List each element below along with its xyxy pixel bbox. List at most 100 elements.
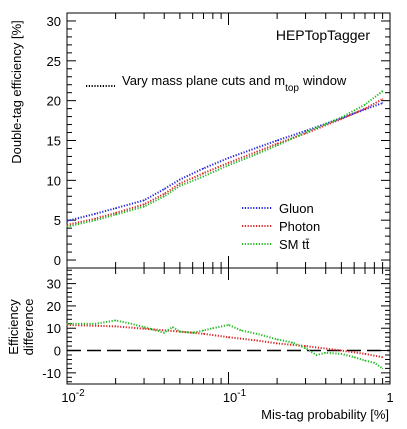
top-point-photon [276, 143, 278, 145]
bottom-y-tick-label: 30 [47, 277, 61, 292]
top-point-sm-tt [202, 175, 205, 177]
legend: Gluon Photon SM tt̄ [242, 201, 320, 252]
top-point-gluon [305, 130, 307, 132]
bottom-point-sm-tt [353, 356, 355, 358]
bottom-series-sm-tt [67, 319, 384, 370]
top-point-gluon [143, 199, 145, 201]
top-point-sm-tt [66, 226, 68, 228]
top-point-sm-tt [276, 144, 278, 146]
top-series-photon [66, 98, 384, 226]
top-y-tick-label: 10 [47, 173, 61, 188]
bottom-point-sm-tt [171, 326, 174, 328]
bottom-series-group [66, 319, 384, 370]
x-tick-label: 10-2 [61, 388, 85, 405]
top-point-gluon [382, 102, 384, 104]
top-y-tick-label: 20 [47, 94, 61, 109]
x-tick-label: 10-1 [223, 388, 247, 405]
top-point-gluon [227, 157, 230, 159]
top-point-sm-tt [340, 116, 342, 118]
bottom-point-sm-tt [115, 319, 117, 321]
bottom-point-sm-tt [240, 329, 242, 332]
bottom-x-axis: 10-2 10-1 1 [61, 268, 394, 405]
top-point-photon [364, 108, 366, 110]
top-y-tick-label: 5 [54, 213, 61, 228]
bottom-point-sm-tt [364, 360, 366, 362]
bottom-point-sm-tt [373, 362, 375, 364]
annotation-main: Vary mass plane cuts and m [122, 73, 285, 88]
bottom-point-sm-tt [94, 323, 96, 325]
top-point-gluon [276, 139, 278, 142]
bottom-point-sm-tt [66, 323, 68, 325]
bottom-point-sm-tt [305, 347, 307, 349]
top-y-tick-label: 15 [47, 134, 61, 149]
top-point-photon [227, 162, 230, 164]
bottom-series-photon [66, 323, 383, 359]
bottom-y-tick-label: 20 [47, 299, 61, 314]
bottom-point-sm-tt [315, 354, 317, 356]
bottom-y-axis-label-line2: difference [21, 299, 36, 356]
bottom-y-axis-label-line1: Efficiency [6, 299, 21, 355]
x-tick-label: 1 [386, 390, 393, 405]
top-x-axis-ticks [66, 13, 384, 268]
bottom-y-tick-label: -10 [42, 366, 61, 381]
bottom-y-tick-label: 0 [54, 344, 61, 359]
top-point-photon [202, 172, 205, 174]
top-point-sm-tt [364, 104, 366, 106]
bottom-y-axis: -10 0 10 20 30 [42, 269, 390, 383]
bottom-point-sm-tt [192, 332, 194, 334]
bottom-point-photon [276, 342, 278, 344]
top-point-gluon [94, 213, 96, 215]
legend-label-smtt: SM tt̄ [279, 237, 310, 252]
top-point-photon [382, 98, 384, 100]
legend-label-gluon: Gluon [279, 201, 314, 216]
bottom-point-photon [256, 339, 258, 342]
bottom-point-photon [115, 325, 117, 327]
bottom-point-sm-tt [325, 352, 327, 354]
bottom-point-sm-tt [143, 326, 145, 328]
top-series-group [66, 90, 384, 228]
bottom-point-sm-tt [163, 332, 165, 334]
bottom-point-sm-tt [202, 329, 205, 332]
top-point-sm-tt [115, 214, 117, 216]
top-series-sm-tt [66, 90, 384, 228]
top-plot-frame [66, 12, 391, 269]
top-point-sm-tt [382, 90, 384, 92]
bottom-point-sm-tt [382, 367, 384, 369]
top-point-gluon [256, 147, 258, 149]
top-point-gluon [66, 220, 68, 222]
top-point-gluon [115, 207, 117, 209]
top-point-photon [94, 218, 96, 220]
top-point-sm-tt [227, 164, 230, 166]
top-y-tick-label: 30 [47, 14, 61, 29]
bottom-point-photon [305, 345, 307, 347]
bottom-point-photon [364, 353, 366, 355]
top-point-photon [143, 203, 145, 205]
top-point-photon [115, 212, 117, 214]
tagger-label: HEPTopTagger [276, 27, 371, 43]
top-y-axis: 0 5 10 15 20 25 30 [47, 14, 390, 268]
annotation-tail: window [302, 73, 347, 88]
annotation-text: Vary mass plane cuts and mtopwindow [122, 73, 347, 94]
top-point-sm-tt [163, 195, 165, 197]
bottom-point-photon [143, 328, 145, 330]
top-y-tick-label: 0 [54, 253, 61, 268]
bottom-point-sm-tt [227, 324, 230, 326]
bottom-point-photon [340, 349, 342, 352]
bottom-point-sm-tt [340, 353, 342, 355]
top-point-sm-tt [179, 185, 181, 187]
bottom-point-photon [202, 333, 205, 335]
top-point-photon [340, 118, 342, 120]
bottom-point-photon [227, 336, 230, 338]
bottom-point-sm-tt [276, 338, 278, 340]
top-point-sm-tt [94, 219, 96, 221]
bottom-point-sm-tt [256, 333, 258, 335]
top-point-gluon [202, 167, 205, 169]
top-point-sm-tt [143, 206, 145, 208]
bottom-y-tick-label: 10 [47, 321, 61, 336]
top-point-photon [256, 151, 258, 153]
legend-label-photon: Photon [279, 219, 320, 234]
top-y-tick-label: 25 [47, 54, 61, 69]
bottom-point-sm-tt [130, 323, 132, 325]
annotation-subscript: top [285, 83, 299, 94]
